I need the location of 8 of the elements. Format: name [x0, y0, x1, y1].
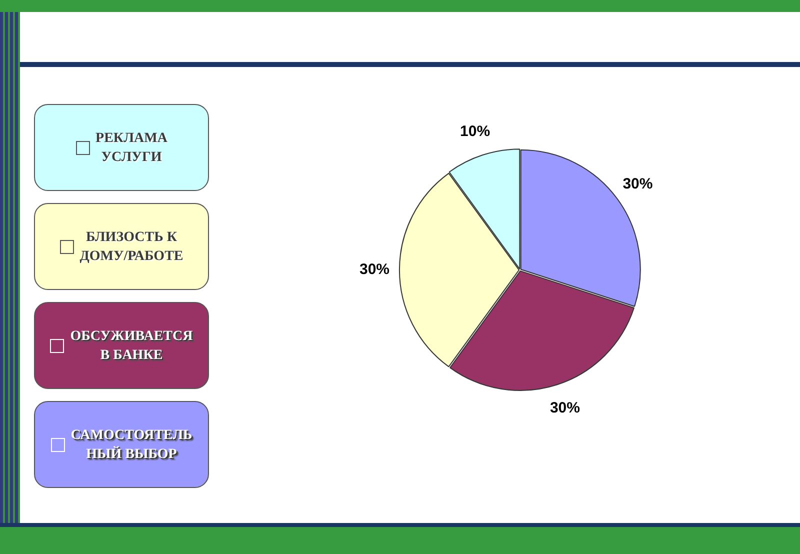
data-label: 10% [460, 122, 490, 140]
legend-label: БЛИЗОСТЬ К ДОМУ/РАБОТЕ [80, 228, 184, 266]
data-label: 30% [359, 261, 390, 278]
legend-label: САМОСТОЯТЕЛЬ НЫЙ ВЫБОР [70, 426, 192, 464]
data-label: 30% [622, 176, 653, 193]
legend-label: ОБСУЖИВАЕТСЯ В БАНКЕ [70, 328, 193, 364]
data-label: 30% [550, 400, 580, 417]
legend-label: РЕКЛАМА УСЛУГИ [96, 130, 168, 166]
